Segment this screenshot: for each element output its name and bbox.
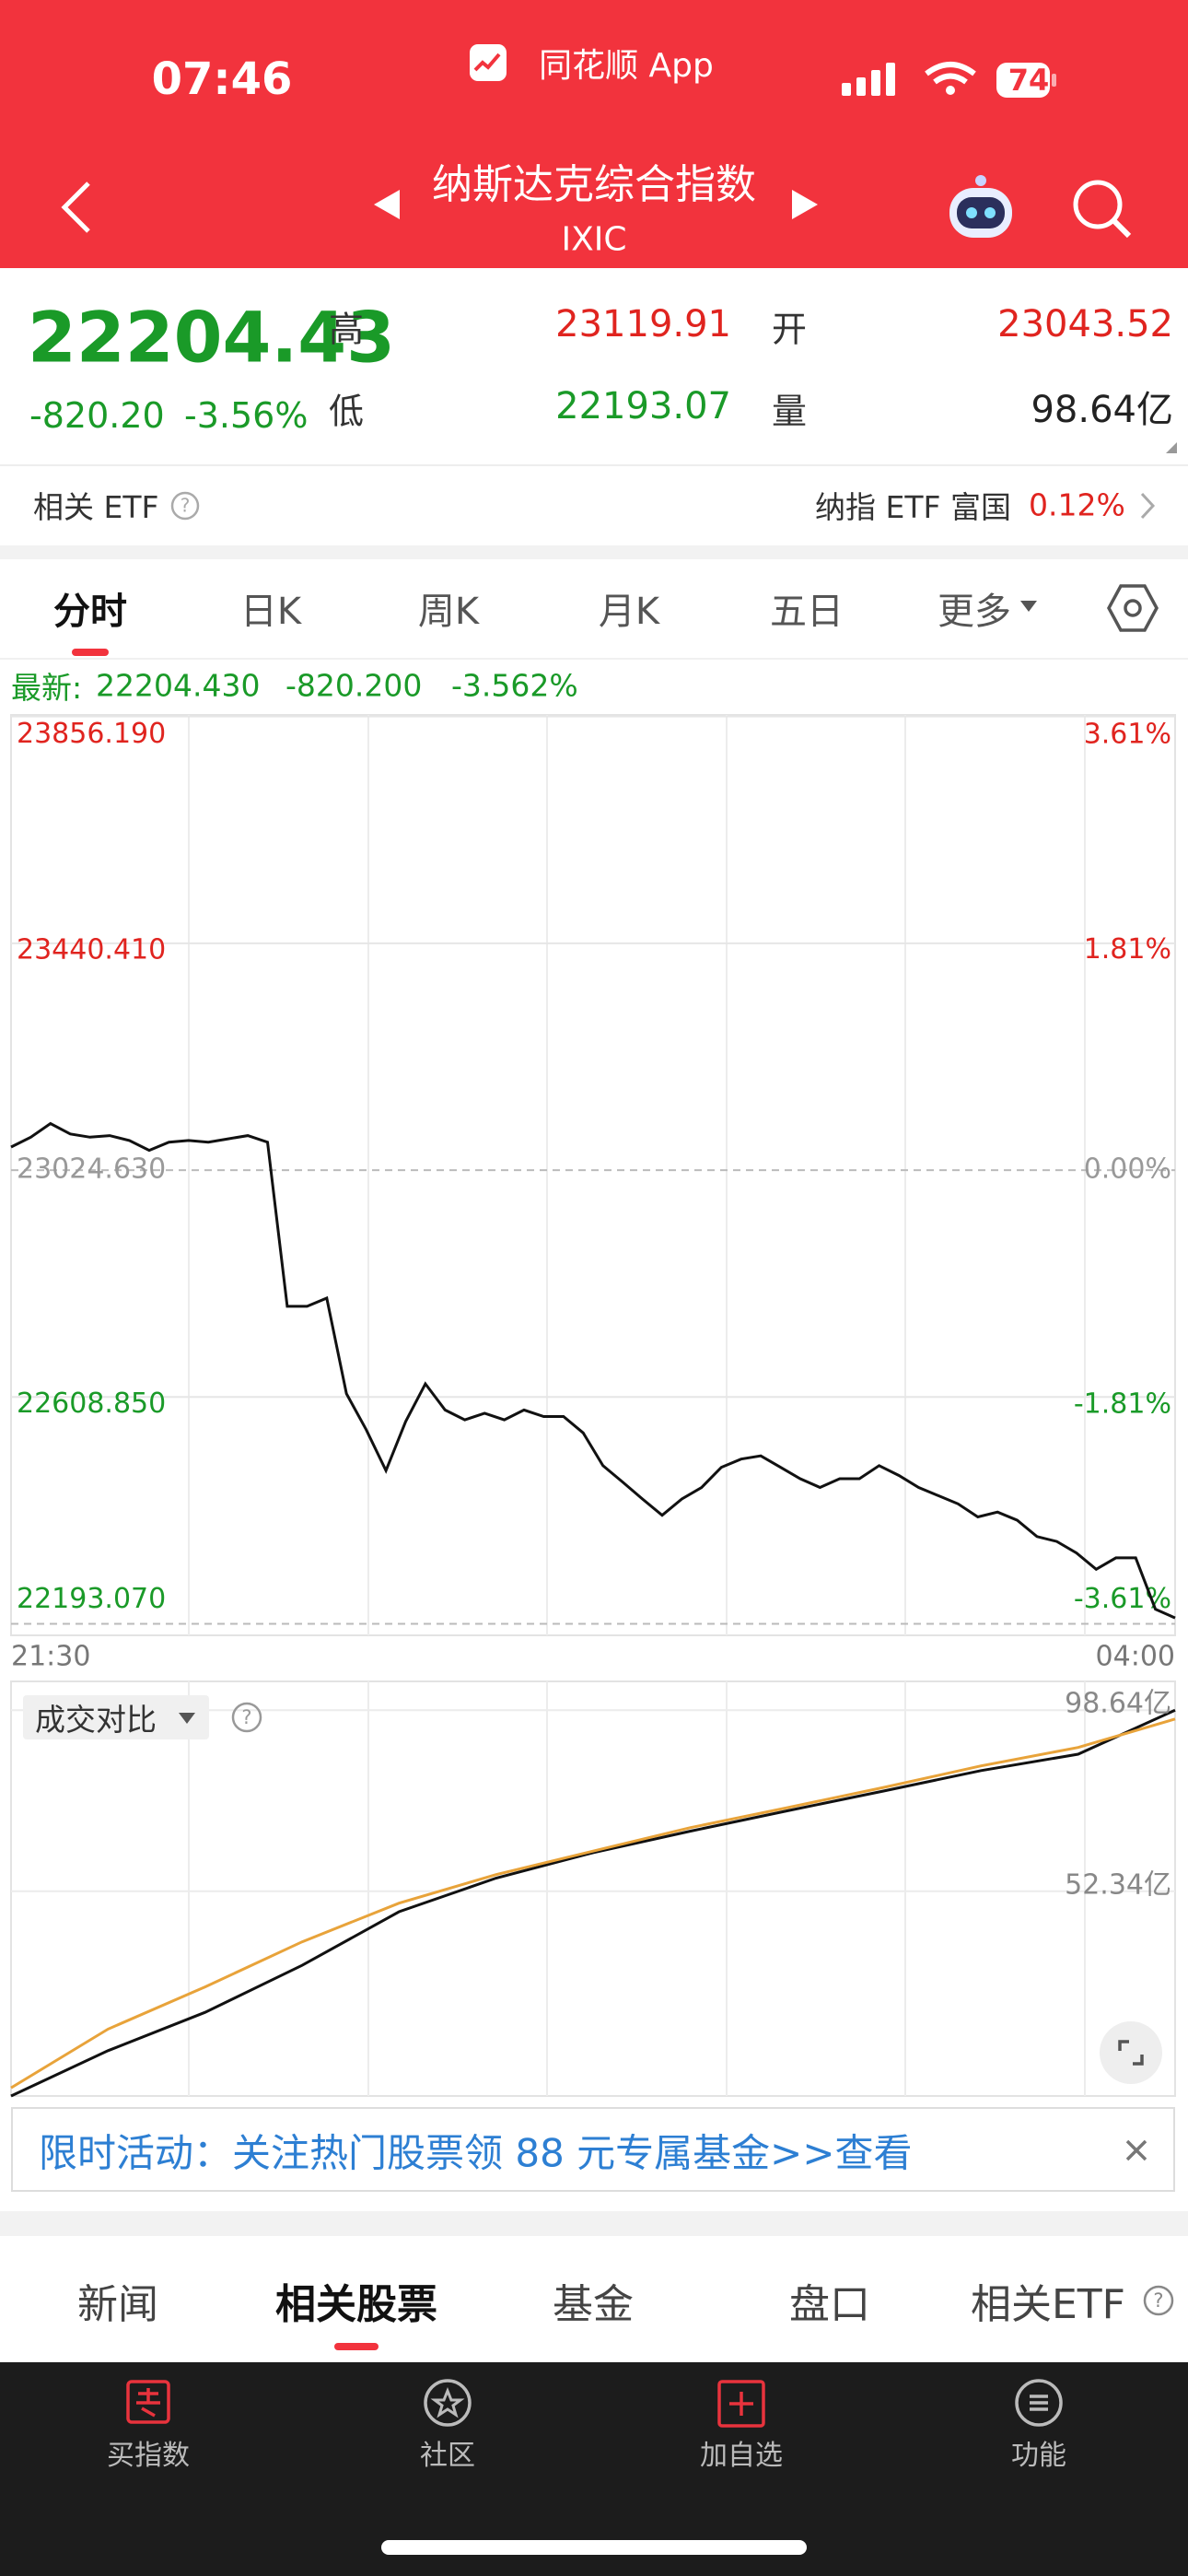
tab[interactable]: 月K	[598, 591, 660, 633]
nav-icon[interactable]	[422, 2377, 473, 2429]
dropdown-arrow	[179, 1713, 195, 1724]
open: 23043.52	[997, 303, 1173, 345]
home-indicator	[381, 2540, 807, 2555]
settings-icon[interactable]	[1107, 582, 1159, 634]
compare-dropdown[interactable]	[23, 1695, 209, 1739]
latest-pct: -3.562%	[451, 667, 578, 704]
y-tick-label: 52.34亿	[1065, 1868, 1171, 1901]
code: IXIC	[561, 220, 627, 259]
nav-label[interactable]: 功能	[1011, 2440, 1066, 2472]
change: -820.20	[29, 395, 165, 436]
y-tick-label: 22193.070	[17, 1583, 166, 1615]
charts: 23856.190 3.61% 23440.410 1.81% 23024.630 0.0…	[10, 714, 1176, 2098]
x-tick-label: 04:00	[1096, 1641, 1175, 1673]
next-arrow[interactable]	[788, 186, 821, 223]
tab[interactable]: 五日	[770, 591, 844, 633]
plot-frame	[10, 1680, 1176, 2097]
change-pct: -3.56%	[184, 395, 309, 436]
battery: 74	[1007, 63, 1050, 98]
bottom-tab[interactable]: 相关股票	[275, 2281, 437, 2328]
robot-icon[interactable]	[944, 173, 1018, 243]
series-line	[10, 1717, 1176, 2090]
help-icon[interactable]: ?	[169, 490, 201, 521]
y-tick-label: 23440.410	[17, 933, 166, 966]
latest-change: -820.200	[285, 667, 423, 704]
etf-label: 相关 ETF	[33, 489, 159, 525]
y2-tick-label: 1.81%	[1084, 933, 1171, 966]
svg-text:?: ?	[241, 1706, 251, 1728]
nav-icon[interactable]	[1013, 2377, 1065, 2429]
compare-label: 成交对比	[35, 1702, 157, 1738]
latest-price: 22204.430	[96, 667, 261, 704]
banner-text[interactable]: 限时活动：关注热门股票领 88 元专属基金>>查看	[39, 2130, 913, 2176]
y2-tick-label: 0.00%	[1084, 1153, 1171, 1186]
bottom-tab[interactable]: 基金	[553, 2281, 634, 2328]
y2-tick-label: -1.81%	[1074, 1388, 1171, 1420]
help-icon[interactable]: ?	[1142, 2284, 1175, 2317]
nav-label[interactable]: 社区	[420, 2440, 475, 2472]
status-icons	[842, 62, 1056, 98]
volume-label: 量	[772, 391, 808, 432]
plot-frame	[10, 714, 1176, 1636]
tab[interactable]: 日K	[239, 591, 302, 633]
series-line	[10, 1121, 1176, 1620]
y-tick-label: 22608.850	[17, 1388, 166, 1420]
open-label: 开	[772, 309, 808, 350]
back-button[interactable]	[55, 180, 96, 235]
gap	[0, 2211, 1188, 2236]
nav-label[interactable]: 买指数	[107, 2440, 190, 2472]
bottom-tab[interactable]: 盘口	[789, 2281, 870, 2328]
divider	[0, 464, 1188, 466]
etf-pct: 0.12%	[1029, 486, 1125, 523]
volume: 98.64亿	[1031, 389, 1173, 431]
high: 23119.91	[555, 303, 731, 345]
expand-button[interactable]	[1098, 2020, 1164, 2086]
tab[interactable]: 周K	[417, 591, 480, 633]
tab[interactable]: 更多	[938, 591, 1011, 633]
close-button[interactable]	[1122, 2136, 1151, 2165]
etf-fund[interactable]: 纳指 ETF 富国	[815, 489, 1011, 525]
bottom-tab[interactable]: 相关ETF	[971, 2281, 1125, 2328]
dropdown-arrow	[1020, 601, 1037, 612]
divider	[0, 658, 1188, 660]
low: 22193.07	[555, 385, 731, 427]
chevron	[1140, 492, 1156, 520]
svg-text:?: ?	[181, 495, 191, 517]
tab-indicator	[72, 649, 109, 656]
title: 纳斯达克综合指数	[432, 161, 756, 208]
time: 07:46	[151, 53, 293, 105]
nav-label[interactable]: 加自选	[700, 2440, 783, 2472]
corner-mark	[1166, 442, 1177, 453]
help-icon[interactable]: ?	[230, 1701, 263, 1734]
gap	[0, 545, 1188, 559]
search-icon[interactable]	[1070, 177, 1135, 241]
latest-label: 最新:	[11, 670, 83, 706]
app-icon	[470, 44, 507, 81]
banner[interactable]	[11, 2107, 1175, 2192]
nav-icon[interactable]	[125, 2379, 171, 2425]
x-tick-label: 21:30	[11, 1641, 90, 1673]
low-label: 低	[329, 391, 365, 432]
nav-icon[interactable]	[716, 2379, 766, 2429]
bottom-tab[interactable]: 新闻	[77, 2281, 158, 2328]
prev-arrow[interactable]	[370, 186, 403, 223]
high-label: 高	[329, 309, 365, 350]
tab[interactable]: 分时	[53, 591, 127, 633]
price: 22204.43	[28, 296, 396, 379]
y-tick-label: 23024.630	[17, 1153, 166, 1186]
svg-text:?: ?	[1153, 2289, 1163, 2312]
app-name: 同花顺 App	[539, 47, 714, 85]
y-tick-label: 23856.190	[17, 718, 166, 750]
tab-indicator	[334, 2343, 379, 2350]
y2-tick-label: 3.61%	[1084, 718, 1171, 750]
y-tick-label: 98.64亿	[1065, 1688, 1171, 1720]
series-line	[10, 1708, 1176, 2098]
